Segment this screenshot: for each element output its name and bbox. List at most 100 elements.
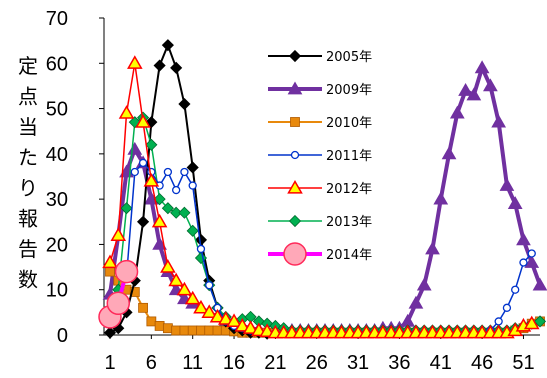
data-point: [151, 213, 168, 228]
data-point: [494, 317, 503, 326]
data-point: [491, 114, 507, 128]
x-tick-label: 16: [223, 352, 245, 374]
x-tick-label: 1: [104, 352, 115, 374]
data-point: [127, 141, 143, 155]
data-point: [178, 97, 191, 111]
data-point: [146, 316, 157, 327]
data-point: [176, 281, 193, 296]
legend-label: 2010年: [326, 116, 372, 131]
data-point: [114, 259, 139, 284]
data-point: [449, 105, 465, 119]
data-point: [502, 303, 512, 312]
legend-label: 2012年: [326, 182, 372, 197]
data-point: [209, 308, 226, 323]
data-point: [162, 323, 173, 334]
data-point: [168, 272, 184, 287]
data-point: [433, 191, 449, 205]
data-point: [153, 193, 166, 206]
x-tick-label: 36: [388, 352, 410, 374]
x-tick-label: 26: [306, 352, 328, 374]
data-point: [187, 325, 198, 336]
data-point: [170, 206, 183, 219]
data-point: [170, 61, 183, 74]
x-tick-label: 21: [264, 352, 286, 374]
data-point: [516, 232, 531, 246]
legend-label: 2009年: [326, 83, 372, 98]
data-point: [160, 259, 176, 273]
series-line: [109, 116, 541, 332]
data-point: [474, 60, 490, 74]
data-point: [171, 325, 182, 336]
data-point: [193, 299, 209, 314]
legend-label: 2011年: [326, 149, 372, 164]
data-point: [161, 202, 174, 215]
data-point: [118, 105, 135, 119]
data-point: [145, 138, 158, 151]
legend-item: 2005年: [268, 49, 372, 65]
data-point: [499, 178, 515, 191]
series-7: [98, 259, 139, 329]
data-point: [130, 167, 139, 177]
legend-item: 2010年: [268, 116, 372, 131]
legend-marker: [288, 214, 302, 228]
legend-label: 2014年: [326, 248, 372, 263]
data-point: [507, 196, 523, 210]
data-point: [532, 277, 547, 291]
data-point: [226, 313, 242, 328]
series-4: [105, 158, 536, 337]
data-point: [204, 325, 215, 336]
data-point: [137, 215, 150, 228]
legend-marker: [283, 242, 307, 266]
legend-item: 2013年: [268, 214, 372, 230]
data-point: [138, 158, 148, 168]
data-point: [212, 325, 223, 336]
data-point: [120, 202, 133, 215]
data-point: [201, 304, 218, 318]
data-point: [178, 206, 191, 219]
y-tick-label: 70: [46, 8, 68, 30]
data-point: [458, 82, 473, 96]
data-point: [511, 285, 520, 294]
y-tick-label: 30: [46, 189, 68, 211]
y-tick-label: 60: [46, 53, 68, 75]
series-5: [102, 55, 540, 339]
data-point: [234, 317, 251, 332]
x-tick-label: 6: [146, 352, 157, 374]
legend-marker: [290, 117, 300, 127]
data-point: [205, 281, 214, 290]
data-point: [242, 320, 259, 334]
legend-item: 2012年: [268, 179, 372, 197]
data-point: [184, 290, 201, 305]
x-tick-label: 11: [182, 352, 203, 374]
data-point: [186, 161, 199, 174]
data-point: [519, 258, 528, 267]
data-point: [186, 224, 199, 237]
series-layer: [98, 39, 547, 340]
data-point: [533, 315, 547, 328]
x-tick-label: 31: [347, 352, 369, 374]
x-tick-label: 41: [430, 352, 452, 374]
data-point: [103, 326, 117, 339]
data-point: [143, 173, 160, 187]
x-tick-label: 51: [512, 352, 534, 374]
legend-item: 2011年: [268, 149, 372, 164]
data-point: [188, 181, 197, 190]
y-tick-label: 10: [46, 280, 68, 302]
data-point: [259, 323, 275, 338]
legend-marker: [287, 179, 303, 194]
data-point: [138, 302, 148, 313]
data-point: [425, 241, 440, 255]
data-point: [408, 295, 424, 309]
data-point: [217, 311, 234, 325]
data-point: [179, 325, 190, 336]
data-point: [483, 78, 498, 92]
x-tick-label: 46: [471, 352, 493, 374]
data-point: [153, 59, 166, 72]
y-tick-label: 40: [46, 144, 68, 166]
data-point: [441, 146, 457, 160]
data-point: [110, 227, 127, 241]
y-tick-label: 20: [46, 234, 68, 256]
data-point: [196, 325, 206, 336]
legend-item: 2009年: [268, 81, 372, 98]
